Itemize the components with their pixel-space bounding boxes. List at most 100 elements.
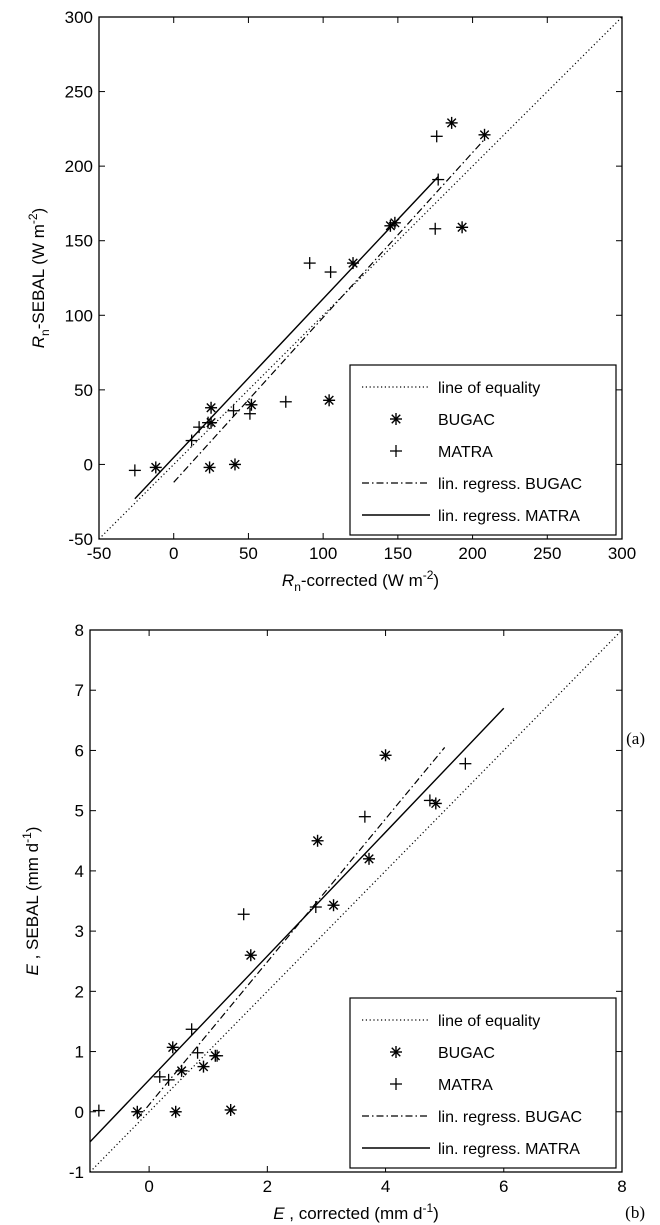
- x-axis-label: Rn-corrected (W m-2): [282, 568, 439, 594]
- x-tick-label: 200: [458, 544, 486, 563]
- chart-panel-a: -50 0 50 100 150 200 250 300 -50 0 50 100 150 200 250 3…: [26, 8, 645, 748]
- matra-point: [459, 757, 472, 770]
- bugac-point: [203, 461, 216, 474]
- bugac-point: [169, 1105, 182, 1118]
- x-tick-label: 0: [169, 544, 178, 563]
- matra-point: [432, 173, 445, 186]
- x-tick-label: 50: [239, 544, 258, 563]
- x-tick-label: 0: [144, 1177, 153, 1196]
- matra-point: [429, 222, 442, 235]
- bugac-point: [347, 257, 360, 270]
- matra-point: [243, 407, 256, 420]
- legend-entry: line of equality: [438, 1013, 540, 1030]
- y-tick-label: -1: [69, 1163, 84, 1182]
- bugac-point: [478, 128, 491, 141]
- y-tick-label: 3: [75, 922, 84, 941]
- matra-point: [185, 1023, 198, 1036]
- x-tick-label: 300: [608, 544, 636, 563]
- legend-marker-sample: [390, 1078, 402, 1090]
- x-tick-label: 4: [381, 1177, 390, 1196]
- x-tick-label: 8: [617, 1177, 626, 1196]
- y-tick-label: 300: [65, 8, 93, 27]
- y-tick-label: 100: [65, 306, 93, 325]
- bugac-point: [456, 221, 469, 234]
- y-tick-label: 5: [75, 802, 84, 821]
- bugac-point: [224, 1103, 237, 1116]
- legend: line of equality BUGAC MATRA lin. regress. …: [349, 997, 617, 1169]
- matra-point: [237, 908, 250, 921]
- y-tick-label: 0: [84, 455, 93, 474]
- plot-area-frame: [98, 16, 623, 540]
- y-tick-label: 8: [75, 621, 84, 640]
- legend: line of equality BUGAC MATRA lin. regress. …: [349, 364, 617, 536]
- legend-box: [349, 997, 617, 1169]
- matra-point: [193, 421, 206, 434]
- bugac-point: [445, 116, 458, 129]
- matra-point: [191, 1046, 204, 1059]
- plot-area-frame: [89, 629, 623, 1173]
- bugac-point: [388, 216, 401, 229]
- matra-point: [279, 395, 292, 408]
- series-line-line-of-equality: [90, 630, 622, 1172]
- bugac-point: [429, 797, 442, 810]
- bugac-point: [363, 852, 376, 865]
- y-tick-label: 6: [75, 741, 84, 760]
- legend-marker-sample: [390, 413, 402, 425]
- matra-point: [423, 794, 436, 807]
- x-tick-label: 150: [384, 544, 412, 563]
- y-tick-label: 1: [75, 1043, 84, 1062]
- y-tick-label: 150: [65, 232, 93, 251]
- legend-entry: line of equality: [438, 380, 540, 397]
- y-tick-label: 50: [74, 381, 93, 400]
- bugac-point: [327, 899, 340, 912]
- legend-entry: MATRA: [438, 444, 493, 461]
- legend-entry: lin. regress. BUGAC: [438, 476, 582, 493]
- matra-point: [202, 416, 215, 429]
- bugac-point: [205, 401, 218, 414]
- matra-point: [430, 130, 443, 143]
- y-axis-label: E , SEBAL (mm d-1): [20, 827, 42, 976]
- chart-panel-b: 0 2 4 6 8 -1 0 1 2 3 4 5 6 7 8 line of equality BUGAC MAT…: [20, 621, 645, 1223]
- legend-entry: BUGAC: [438, 1045, 495, 1062]
- legend-entry: lin. regress. MATRA: [438, 1141, 580, 1158]
- bugac-point: [197, 1060, 210, 1073]
- bugac-point: [131, 1105, 144, 1118]
- panel-label: (b): [625, 1203, 645, 1222]
- matra-point: [211, 1049, 224, 1062]
- legend-entry: lin. regress. MATRA: [438, 508, 580, 525]
- legend-entry: BUGAC: [438, 412, 495, 429]
- y-tick-label: 2: [75, 982, 84, 1001]
- y-tick-label: 7: [75, 681, 84, 700]
- x-tick-label: 2: [263, 1177, 272, 1196]
- legend-box: [349, 364, 617, 536]
- bugac-point: [379, 749, 392, 762]
- bugac-point: [323, 394, 336, 407]
- legend-marker-sample: [390, 445, 402, 457]
- series-line-lin-regress-matra: [134, 176, 439, 500]
- matra-point: [358, 810, 371, 823]
- x-tick-label: -50: [87, 544, 112, 563]
- bugac-point: [228, 458, 241, 471]
- bugac-point: [244, 949, 257, 962]
- y-tick-label: 200: [65, 157, 93, 176]
- legend-entry: lin. regress. BUGAC: [438, 1109, 582, 1126]
- x-tick-label: 100: [309, 544, 337, 563]
- legend-entry: MATRA: [438, 1077, 493, 1094]
- panel-label: (a): [626, 729, 645, 748]
- legend-marker-sample: [390, 1046, 402, 1058]
- bugac-point: [245, 398, 258, 411]
- bugac-point: [149, 461, 162, 474]
- bugac-point: [175, 1064, 188, 1077]
- matra-point: [324, 266, 337, 279]
- matra-point: [227, 404, 240, 417]
- matra-point: [153, 1070, 166, 1083]
- y-tick-label: 250: [65, 83, 93, 102]
- x-tick-label: 6: [499, 1177, 508, 1196]
- series-line-lin-regress-matra: [90, 707, 505, 1143]
- series-line-line-of-equality: [99, 17, 622, 539]
- matra-point: [309, 901, 322, 914]
- matra-point: [92, 1104, 105, 1117]
- bugac-point: [166, 1041, 179, 1054]
- matra-point: [303, 257, 316, 270]
